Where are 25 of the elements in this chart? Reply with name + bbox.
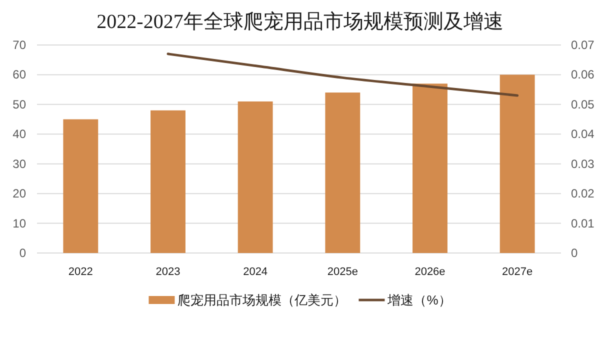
y-tick-label: 50 bbox=[12, 97, 26, 112]
x-tick-label: 2025e bbox=[327, 266, 358, 278]
legend-label: 增速（%） bbox=[386, 292, 452, 308]
legend-label: 爬宠用品市场规模（亿美元） bbox=[178, 292, 347, 308]
x-tick-label: 2023 bbox=[156, 266, 180, 278]
y2-tick-label: 0.03 bbox=[571, 156, 595, 171]
y2-tick-label: 0.01 bbox=[571, 216, 595, 230]
y2-tick-label: 0.04 bbox=[571, 127, 595, 142]
y2-tick-label: 0.05 bbox=[571, 97, 595, 112]
y-tick-label: 40 bbox=[12, 127, 26, 142]
x-tick-label: 2022 bbox=[68, 266, 93, 278]
y2-tick-label: 0.07 bbox=[571, 38, 595, 52]
y-tick-label: 60 bbox=[12, 68, 26, 82]
y2-tick-label: 0 bbox=[571, 246, 578, 260]
x-tick-label: 2024 bbox=[243, 266, 268, 278]
y-tick-label: 20 bbox=[12, 186, 26, 201]
y-tick-label: 0 bbox=[19, 246, 26, 260]
y2-tick-label: 0.06 bbox=[571, 68, 595, 82]
y-tick-label: 10 bbox=[12, 216, 26, 230]
y2-tick-label: 0.02 bbox=[571, 186, 595, 201]
x-tick-label: 2026e bbox=[414, 266, 446, 278]
title: 2022-2027年全球爬宠用品市场规模预测及增速 bbox=[96, 11, 504, 33]
y-tick-label: 30 bbox=[12, 156, 26, 171]
y-tick-label: 70 bbox=[12, 38, 26, 52]
x-tick-label: 2027e bbox=[502, 266, 533, 278]
